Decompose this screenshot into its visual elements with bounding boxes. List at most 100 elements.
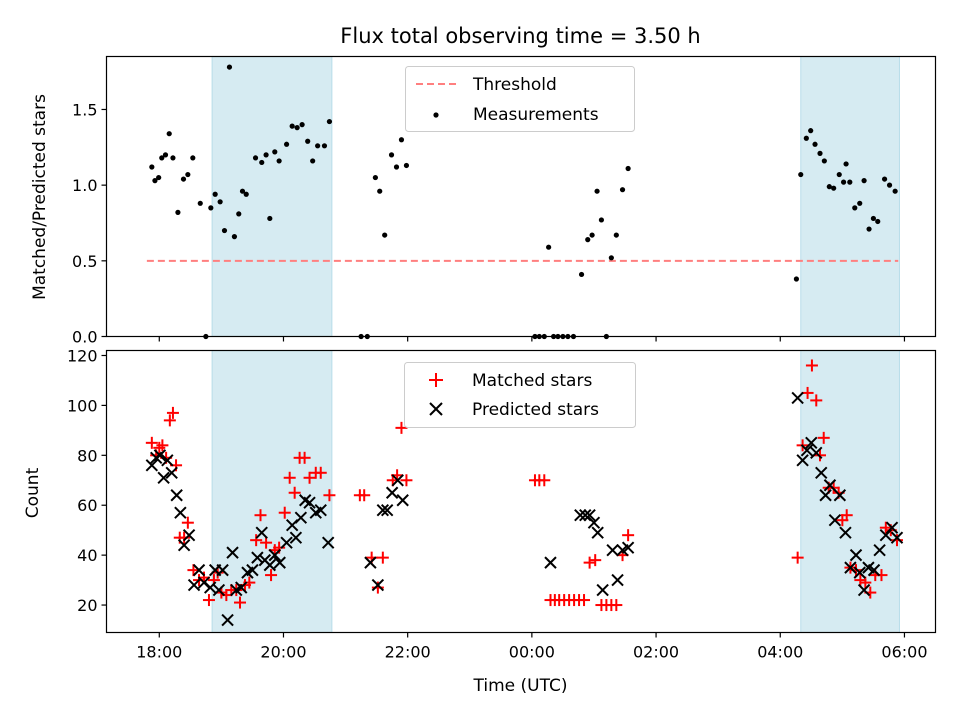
predicted-stars-point: [867, 563, 881, 577]
count-panel: 20 40 60 80 100 120 18:00 20:00 22:00 00:00 02:00 0…: [23, 346, 937, 662]
measurements-point: [149, 164, 155, 170]
measurements-point: [398, 137, 405, 143]
predicted-stars-point: [385, 486, 399, 499]
count-panel-legend: Matched stars Predicted stars: [404, 362, 636, 428]
measurements-point: [310, 158, 316, 164]
matched-stars-point: [178, 531, 191, 544]
predicted-stars-point: [289, 531, 303, 544]
predicted-stars-point: [268, 548, 281, 562]
y-tick-label: 1.0: [72, 176, 97, 195]
matched-stars-point: [145, 436, 158, 449]
predicted-stars-point: [819, 489, 832, 502]
measurements-point: [208, 205, 214, 211]
predicted-stars-point: [823, 479, 837, 492]
x-tick-label: 04:00: [757, 643, 803, 662]
measurements-point: [289, 123, 295, 129]
predicted-stars-point: [853, 566, 866, 579]
predicted-stars-point: [294, 511, 308, 524]
measurements-point: [162, 152, 169, 158]
predicted-stars-point: [857, 583, 871, 597]
measurements-point: [870, 215, 877, 222]
matched-stars-point: [376, 551, 389, 564]
measurements-point: [243, 191, 249, 197]
measurements-point: [608, 255, 614, 261]
ratio-panel-axes: 0.0 0.5 1.0 1.5: [72, 100, 906, 347]
predicted-stars-point: [574, 509, 587, 522]
y-tick-label: 80: [77, 446, 97, 465]
matched-stars-point: [840, 509, 853, 522]
x-tick-label: 22:00: [385, 643, 431, 662]
matched-stars-point: [805, 359, 818, 372]
matched-stars-point: [323, 489, 336, 502]
measurements-point: [793, 276, 800, 282]
predicted-stars-point: [611, 573, 624, 587]
legend-measurements-label: Measurements: [473, 105, 599, 125]
measurements-point: [185, 171, 191, 178]
count-panel-ylabel: Count: [23, 467, 43, 518]
predicted-stars-point: [212, 583, 226, 597]
predicted-stars-point: [153, 449, 167, 462]
legend-measurements-swatch: [433, 112, 439, 118]
predicted-stars-point: [280, 536, 293, 549]
predicted-stars-point: [321, 536, 335, 549]
matched-stars-point: [298, 451, 311, 464]
measurements-point: [267, 215, 273, 222]
legend-matched-label: Matched stars: [472, 371, 592, 391]
predicted-stars-point: [791, 391, 804, 405]
predicted-stars-point: [226, 546, 239, 559]
measurements-point: [263, 152, 269, 158]
ratio-panel-shaded-spans: [211, 56, 900, 337]
y-tick-label: 40: [77, 546, 97, 565]
matched-stars-point: [288, 486, 301, 499]
matched-stars-point: [371, 581, 384, 594]
matched-stars-point: [260, 536, 273, 549]
matched-stars-point: [181, 516, 194, 529]
x-tick-label: 18:00: [136, 643, 182, 662]
measurements-point: [231, 234, 238, 240]
predicted-stars-point: [800, 444, 814, 457]
measurements-point: [594, 188, 600, 194]
measurements-point: [817, 150, 823, 156]
measurements-point: [156, 174, 162, 181]
matched-stars-point: [622, 529, 635, 542]
matched-stars-point: [202, 594, 215, 607]
measurements-point: [299, 122, 305, 128]
measurements-point: [881, 176, 888, 182]
legend-threshold-label: Threshold: [472, 75, 557, 95]
measurements-point: [226, 64, 233, 70]
shaded-span: [800, 350, 900, 633]
predicted-stars-point: [187, 578, 201, 592]
matched-stars-point: [156, 439, 169, 452]
predicted-stars-point: [391, 474, 404, 487]
measurements-point: [598, 217, 605, 223]
measurements-point: [619, 187, 626, 193]
predicted-stars-point: [396, 494, 409, 507]
shaded-span: [800, 56, 900, 337]
measurements-point: [803, 135, 809, 141]
measurements-point: [866, 226, 872, 232]
measurements-point: [152, 178, 158, 184]
measurements-point: [840, 179, 847, 185]
measurements-point: [812, 141, 818, 147]
predicted-stars-point: [873, 543, 886, 557]
y-tick-label: 60: [77, 496, 97, 515]
measurements-point: [836, 171, 842, 178]
matched-stars-point: [278, 506, 291, 519]
predicted-stars-point: [833, 489, 847, 502]
matched-stars-point: [400, 474, 413, 487]
legend-predicted-label: Predicted stars: [472, 400, 599, 420]
measurements-point: [585, 237, 591, 243]
predicted-stars-point: [314, 504, 327, 517]
predicted-stars-point: [251, 551, 264, 564]
measurements-point: [808, 128, 814, 134]
measurements-point: [372, 174, 378, 181]
legend-predicted-swatch: [429, 402, 443, 416]
matched-stars-point: [610, 599, 623, 612]
predicted-stars-point: [828, 513, 842, 527]
matched-stars-point: [254, 509, 267, 522]
measurements-point: [821, 158, 827, 164]
predicted-stars-point: [815, 466, 828, 479]
predicted-stars-point: [606, 543, 619, 557]
matched-stars-point: [395, 421, 408, 434]
measurements-point: [831, 185, 837, 191]
